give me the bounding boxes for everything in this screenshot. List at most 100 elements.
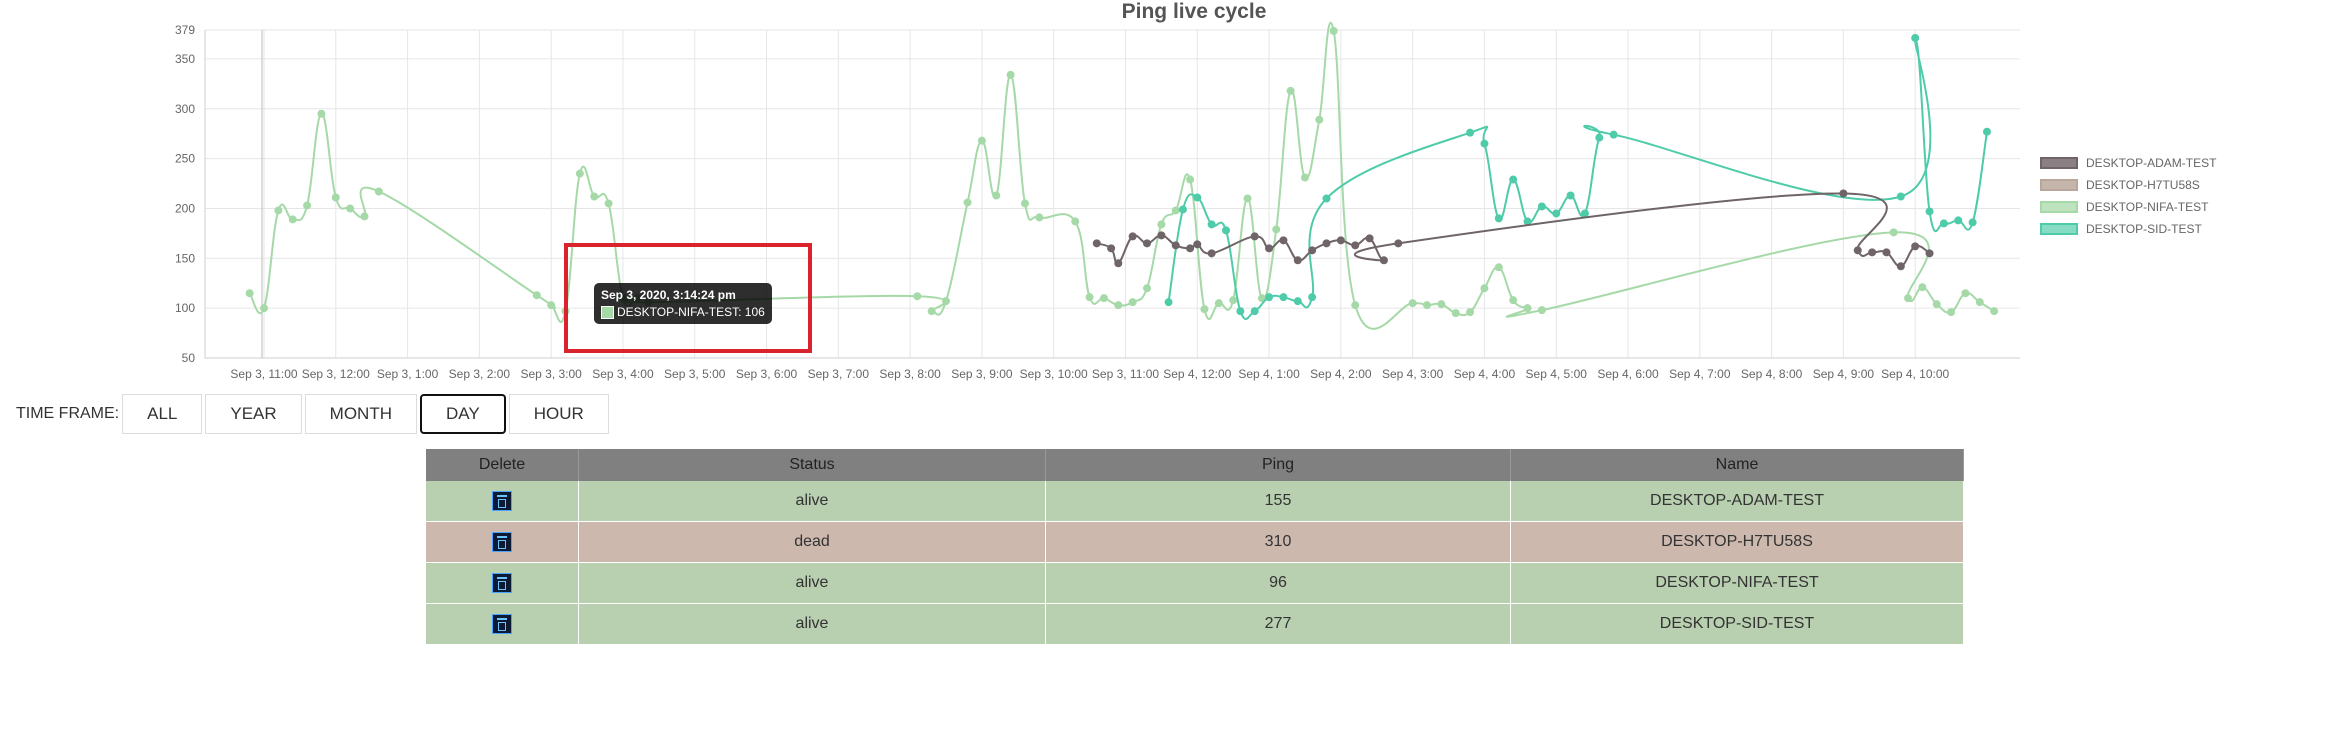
- name-cell: DESKTOP-NIFA-TEST: [1510, 562, 1964, 604]
- data-point: [1351, 301, 1360, 310]
- data-point: [1466, 308, 1475, 317]
- data-point: [1207, 220, 1216, 229]
- data-point: [374, 187, 383, 196]
- timeframe-bar: TIME FRAME: ALL YEAR MONTH DAY HOUR: [16, 394, 612, 434]
- timeframe-label: TIME FRAME:: [16, 405, 120, 422]
- x-tick-label: Sep 3, 4:00: [592, 367, 654, 381]
- data-point: [1408, 299, 1417, 308]
- x-tick-label: Sep 4, 8:00: [1741, 367, 1803, 381]
- x-tick-label: Sep 3, 6:00: [736, 367, 798, 381]
- status-cell: alive: [578, 562, 1046, 604]
- data-point: [245, 289, 254, 298]
- data-point: [1911, 242, 1920, 251]
- data-point: [1164, 298, 1173, 307]
- data-point: [1250, 307, 1259, 316]
- table-row: dead 310 DESKTOP-H7TU58S: [426, 521, 1964, 563]
- x-tick-label: Sep 4, 1:00: [1238, 367, 1300, 381]
- data-point: [590, 192, 599, 201]
- chart-legend: DESKTOP-ADAM-TEST DESKTOP-H7TU58S DESKTO…: [2040, 152, 2216, 240]
- data-point: [1595, 133, 1604, 142]
- data-point: [1293, 256, 1302, 265]
- data-point: [1961, 289, 1970, 298]
- trash-icon[interactable]: [492, 614, 512, 634]
- data-point: [1365, 234, 1374, 243]
- data-point: [1279, 236, 1288, 245]
- data-point: [1954, 216, 1963, 225]
- data-point: [1580, 209, 1589, 218]
- data-point: [1494, 214, 1503, 223]
- y-tick-label: 150: [175, 251, 195, 265]
- data-point: [1171, 206, 1180, 215]
- data-point: [1918, 283, 1927, 292]
- x-tick-label: Sep 3, 12:00: [302, 367, 370, 381]
- x-tick-label: Sep 4, 2:00: [1310, 367, 1372, 381]
- data-point: [1451, 309, 1460, 318]
- data-point: [1099, 294, 1108, 303]
- data-point: [1537, 202, 1546, 211]
- data-point: [1896, 192, 1905, 201]
- status-cell: dead: [578, 521, 1046, 563]
- trash-icon[interactable]: [492, 532, 512, 552]
- data-point: [1494, 263, 1503, 272]
- data-point: [303, 201, 312, 210]
- ping-line-chart[interactable]: 379 350 300 250 200 150 100 50 Sep 3, 11:00 Sep 3…: [0, 0, 2331, 400]
- data-point: [1509, 175, 1518, 184]
- table-row: alive 277 DESKTOP-SID-TEST: [426, 603, 1964, 645]
- ping-cell: 96: [1045, 562, 1511, 604]
- timeframe-year-button[interactable]: YEAR: [205, 394, 302, 434]
- legend-swatch: [2040, 179, 2078, 191]
- data-point: [346, 204, 355, 213]
- y-tick-label: 350: [175, 52, 195, 66]
- data-point: [1322, 194, 1331, 203]
- trash-icon[interactable]: [492, 573, 512, 593]
- data-point: [1020, 199, 1029, 208]
- data-point: [547, 301, 556, 310]
- x-tick-label: Sep 3, 7:00: [808, 367, 870, 381]
- series-line-desktop-adam-test: [1096, 192, 1931, 268]
- data-point: [1250, 232, 1259, 241]
- data-point: [1351, 241, 1360, 250]
- legend-item-h7tu58s[interactable]: DESKTOP-H7TU58S: [2040, 174, 2216, 196]
- delete-cell: [426, 481, 579, 522]
- data-point: [331, 193, 340, 202]
- data-point: [1480, 284, 1489, 293]
- data-point: [1035, 213, 1044, 222]
- legend-item-nifa[interactable]: DESKTOP-NIFA-TEST: [2040, 196, 2216, 218]
- timeframe-day-button[interactable]: DAY: [419, 394, 506, 434]
- delete-cell: [426, 521, 579, 563]
- y-tick-label: 200: [175, 201, 195, 215]
- data-point: [977, 136, 986, 145]
- data-point: [604, 199, 613, 208]
- legend-item-sid[interactable]: DESKTOP-SID-TEST: [2040, 218, 2216, 240]
- data-point: [1171, 241, 1180, 250]
- data-point: [1300, 173, 1309, 182]
- data-point: [1178, 205, 1187, 214]
- y-tick-label: 50: [182, 351, 196, 365]
- data-point: [963, 198, 972, 207]
- tooltip-label: DESKTOP-NIFA-TEST: 106: [617, 305, 765, 319]
- data-point: [1537, 306, 1546, 315]
- timeframe-hour-button[interactable]: HOUR: [508, 394, 609, 434]
- header-ping: Ping: [1045, 449, 1511, 481]
- data-point: [1272, 225, 1281, 234]
- legend-item-adam[interactable]: DESKTOP-ADAM-TEST: [2040, 152, 2216, 174]
- timeframe-month-button[interactable]: MONTH: [304, 394, 417, 434]
- data-point: [1293, 297, 1302, 306]
- trash-icon[interactable]: [492, 491, 512, 511]
- x-tick-label: Sep 4, 3:00: [1382, 367, 1444, 381]
- series-line-desktop-nifa-test: [248, 21, 1995, 330]
- data-point: [1882, 248, 1891, 257]
- header-name: Name: [1510, 449, 1964, 481]
- data-point: [1904, 294, 1913, 303]
- data-point: [1947, 308, 1956, 317]
- data-point: [1552, 209, 1561, 218]
- data-point: [1193, 193, 1202, 202]
- data-point: [1265, 293, 1274, 302]
- legend-label: DESKTOP-ADAM-TEST: [2086, 156, 2217, 170]
- timeframe-all-button[interactable]: ALL: [122, 394, 203, 434]
- series-line-desktop-sid-test: [1167, 36, 1988, 320]
- delete-cell: [426, 562, 579, 604]
- data-point: [317, 109, 326, 118]
- x-tick-label: Sep 3, 11:00: [1092, 367, 1159, 381]
- y-tick-label: 379: [175, 23, 195, 37]
